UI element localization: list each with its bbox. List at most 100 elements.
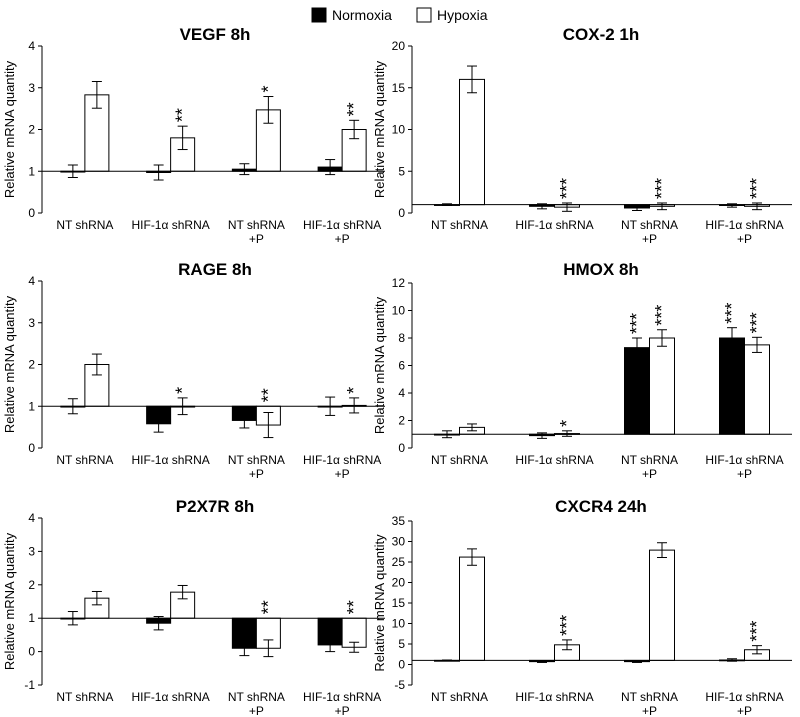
legend-swatch-hypoxia bbox=[416, 7, 432, 23]
chart-panel-5: CXCR4 24h -5 0 5 10 15 20 25 30 35 Relative mRNA q… bbox=[372, 497, 792, 717]
significance-hypoxia-3: *** bbox=[747, 312, 767, 333]
y-tick-label: 2 bbox=[28, 578, 35, 592]
legend-label-hypoxia: Hypoxia bbox=[437, 7, 488, 23]
y-tick-label: 4 bbox=[28, 274, 35, 288]
chart-title: HMOX 8h bbox=[563, 260, 639, 279]
significance-hypoxia-2: ** bbox=[258, 388, 278, 402]
x-tick-label: NT shRNA bbox=[56, 453, 113, 467]
significance-hypoxia-3: ** bbox=[344, 600, 364, 614]
legend-swatch-normoxia bbox=[311, 7, 327, 23]
x-tick-label: NT shRNA bbox=[621, 690, 678, 704]
chart-panel-1: COX-2 1h 0 5 10 15 20 Relative mRNA quantity NT… bbox=[372, 25, 792, 246]
significance-hypoxia-2: *** bbox=[652, 178, 672, 199]
significance-hypoxia-2: *** bbox=[652, 305, 672, 326]
chart-title: CXCR4 24h bbox=[555, 497, 647, 516]
x-tick-label: NT shRNA bbox=[228, 218, 285, 232]
significance-normoxia-2: *** bbox=[627, 313, 647, 334]
chart-title: RAGE 8h bbox=[178, 260, 252, 279]
x-tick-label: NT shRNA bbox=[228, 453, 285, 467]
bar-normoxia-2 bbox=[624, 347, 650, 435]
y-tick-label: 1 bbox=[28, 399, 35, 413]
y-axis-label: Relative mRNA quantity bbox=[2, 295, 17, 433]
x-tick-label: +P bbox=[249, 704, 264, 717]
y-tick-label: 6 bbox=[398, 359, 405, 373]
x-tick-label: +P bbox=[737, 704, 752, 717]
y-tick-label: 0 bbox=[398, 206, 405, 220]
x-tick-label: NT shRNA bbox=[621, 218, 678, 232]
x-tick-label: HIF-1α shRNA bbox=[303, 453, 381, 467]
x-tick-label: NT shRNA bbox=[431, 690, 488, 704]
y-tick-label: 0 bbox=[28, 441, 35, 455]
chart-panel-4: P2X7R 8h -1 0 1 2 3 4 Relative mRNA quantity NT … bbox=[2, 497, 385, 717]
x-tick-label: NT shRNA bbox=[56, 690, 113, 704]
x-tick-label: HIF-1α shRNA bbox=[705, 690, 783, 704]
x-tick-label: +P bbox=[335, 704, 350, 717]
x-tick-label: +P bbox=[335, 232, 350, 246]
y-tick-label: 0 bbox=[28, 645, 35, 659]
y-tick-label: 8 bbox=[398, 331, 405, 345]
y-tick-label: 2 bbox=[28, 123, 35, 137]
x-tick-label: +P bbox=[737, 232, 752, 246]
chart-panel-0: VEGF 8h 0 1 2 3 4 Relative mRNA quantity NT shR… bbox=[2, 25, 385, 246]
bar-hypoxia-2 bbox=[649, 549, 675, 661]
x-tick-label: HIF-1α shRNA bbox=[303, 218, 381, 232]
x-tick-label: NT shRNA bbox=[56, 218, 113, 232]
chart-title: VEGF 8h bbox=[180, 25, 251, 44]
significance-hypoxia-3: ** bbox=[344, 102, 364, 116]
y-tick-label: 5 bbox=[398, 637, 405, 651]
x-tick-label: +P bbox=[335, 467, 350, 481]
y-tick-label: 1 bbox=[28, 611, 35, 625]
y-tick-label: 4 bbox=[398, 386, 405, 400]
y-tick-label: 1 bbox=[28, 164, 35, 178]
x-tick-label: HIF-1α shRNA bbox=[303, 690, 381, 704]
y-tick-label: 30 bbox=[392, 535, 406, 549]
x-tick-label: HIF-1α shRNA bbox=[705, 453, 783, 467]
bar-hypoxia-3 bbox=[744, 344, 770, 435]
x-tick-label: +P bbox=[737, 467, 752, 481]
legend: Normoxia Hypoxia bbox=[311, 7, 488, 23]
y-tick-label: 4 bbox=[28, 511, 35, 525]
y-tick-label: 3 bbox=[28, 316, 35, 330]
y-axis-label: Relative mRNA quantity bbox=[372, 60, 387, 198]
chart-title: COX-2 1h bbox=[563, 25, 640, 44]
y-tick-label: 10 bbox=[392, 123, 406, 137]
x-tick-label: +P bbox=[642, 467, 657, 481]
y-tick-label: 10 bbox=[392, 617, 406, 631]
significance-hypoxia-2: ** bbox=[258, 600, 278, 614]
y-tick-label: 25 bbox=[392, 555, 406, 569]
x-tick-label: +P bbox=[249, 467, 264, 481]
y-tick-label: 2 bbox=[28, 358, 35, 372]
y-axis-label: Relative mRNA quantity bbox=[2, 532, 17, 670]
x-tick-label: HIF-1α shRNA bbox=[131, 453, 209, 467]
y-tick-label: 0 bbox=[398, 658, 405, 672]
chart-title: P2X7R 8h bbox=[176, 497, 254, 516]
y-tick-label: -5 bbox=[394, 678, 405, 692]
legend-label-normoxia: Normoxia bbox=[332, 7, 392, 23]
chart-panel-3: HMOX 8h 0 2 4 6 8 10 12 Relative mRNA quantity NT… bbox=[372, 260, 792, 481]
y-tick-label: 15 bbox=[392, 596, 406, 610]
bar-hypoxia-0 bbox=[459, 556, 485, 661]
significance-hypoxia-3: *** bbox=[747, 178, 767, 199]
bar-hypoxia-2 bbox=[649, 337, 675, 435]
x-tick-label: HIF-1α shRNA bbox=[705, 218, 783, 232]
significance-hypoxia-2: * bbox=[258, 86, 278, 93]
y-tick-label: 15 bbox=[392, 81, 406, 95]
x-tick-label: HIF-1α shRNA bbox=[515, 690, 593, 704]
chart-panel-2: RAGE 8h 0 1 2 3 4 Relative mRNA quantity NT shR… bbox=[2, 260, 385, 481]
bar-hypoxia-1 bbox=[170, 137, 196, 172]
significance-hypoxia-1: * bbox=[557, 420, 577, 427]
y-axis-label: Relative mRNA quantity bbox=[2, 60, 17, 198]
y-tick-label: 0 bbox=[28, 206, 35, 220]
x-tick-label: NT shRNA bbox=[228, 690, 285, 704]
y-tick-label: 2 bbox=[398, 414, 405, 428]
x-tick-label: NT shRNA bbox=[431, 218, 488, 232]
y-tick-label: 10 bbox=[392, 304, 406, 318]
y-tick-label: 20 bbox=[392, 39, 406, 53]
bar-normoxia-3 bbox=[719, 337, 745, 435]
y-tick-label: 35 bbox=[392, 514, 406, 528]
x-tick-label: HIF-1α shRNA bbox=[515, 218, 593, 232]
x-tick-label: HIF-1α shRNA bbox=[131, 218, 209, 232]
x-tick-label: +P bbox=[249, 232, 264, 246]
x-tick-label: HIF-1α shRNA bbox=[515, 453, 593, 467]
